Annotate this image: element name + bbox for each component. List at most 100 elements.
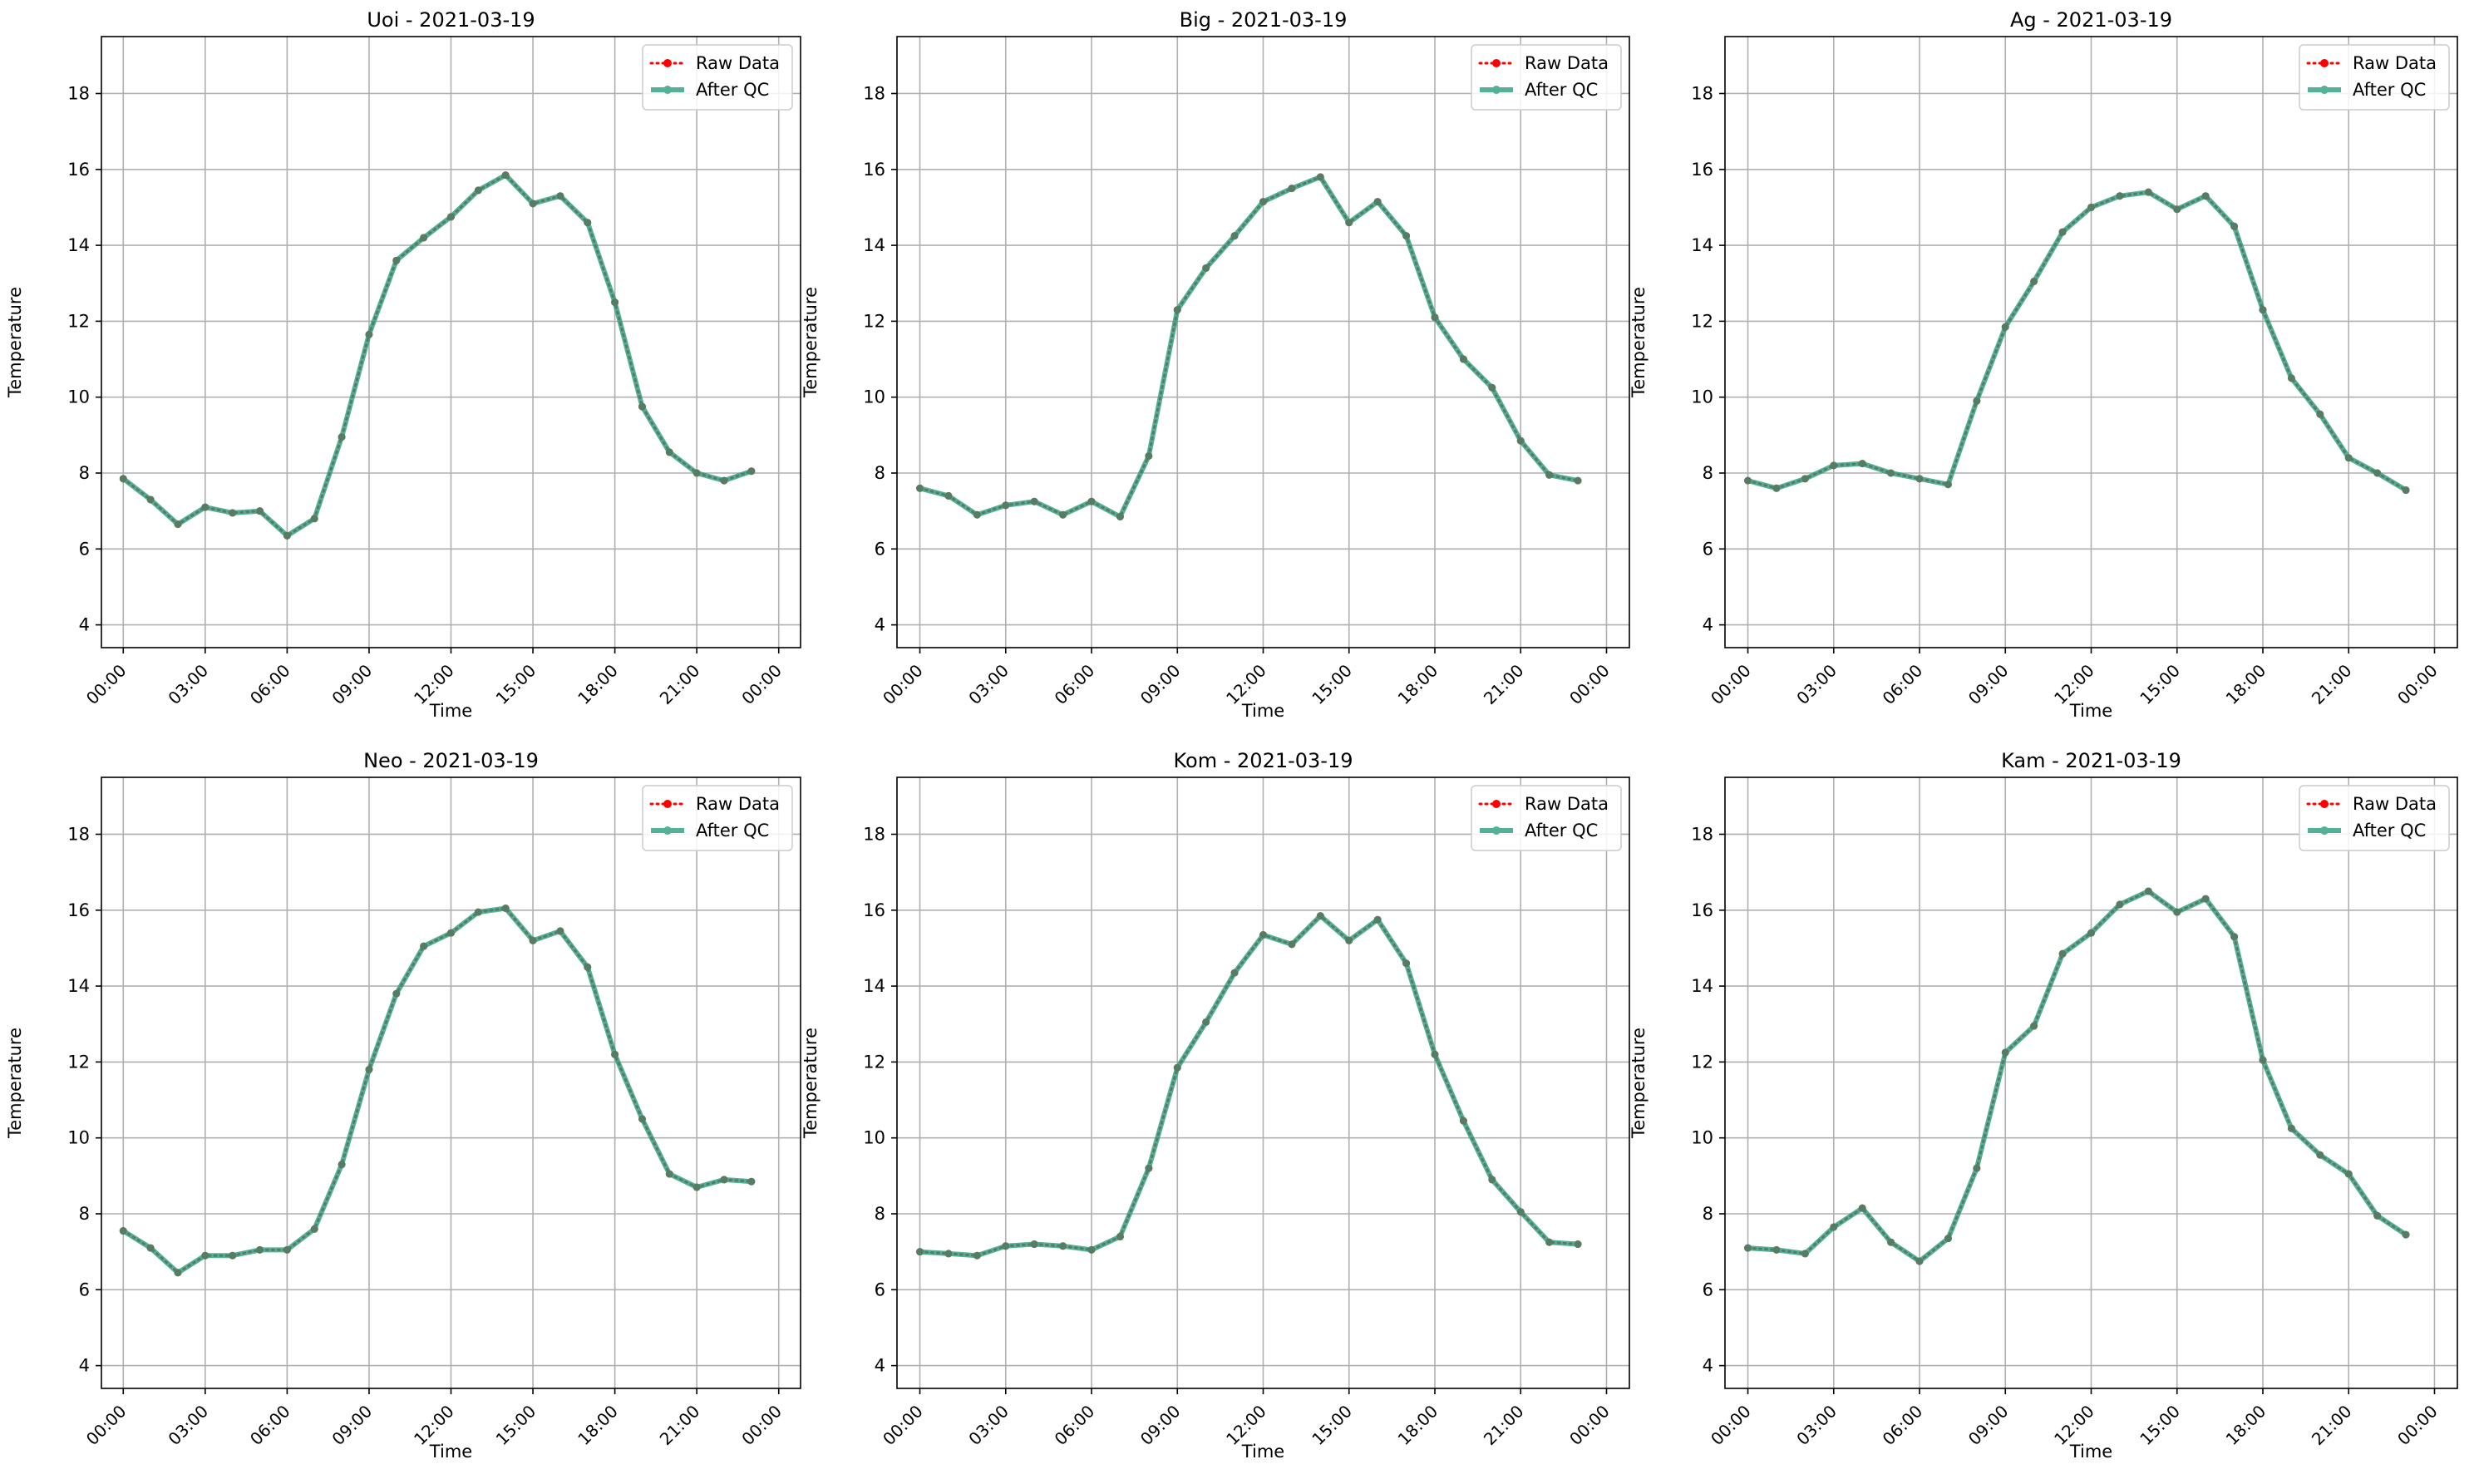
after-qc-point (1973, 397, 1981, 405)
y-tick-label: 6 (1703, 539, 1713, 559)
y-tick-label: 8 (1703, 1204, 1713, 1224)
legend-box (1471, 785, 1622, 851)
legend-label: Raw Data (696, 53, 780, 73)
subplot-3: 00:00 03:00 06:00 09:00 12:00 15:00 18:00 21:00… (1629, 8, 2458, 721)
after-qc-point (501, 905, 510, 912)
y-tick-label: 14 (67, 976, 90, 996)
after-qc-point (2373, 1211, 2382, 1220)
after-qc-point (1488, 383, 1496, 392)
after-qc-point (692, 469, 701, 477)
after-qc-line (121, 905, 752, 1275)
after-qc-point (1145, 451, 1153, 460)
y-tick-label: 4 (875, 1356, 885, 1376)
x-tick-label: 03:00 (164, 660, 212, 708)
after-qc-point (229, 509, 237, 517)
legend: Raw Data After QC (2299, 785, 2450, 851)
after-qc-series (1744, 887, 2410, 1265)
x-tick-label: 00:00 (82, 1401, 131, 1449)
y-tick-label: 4 (79, 1356, 90, 1376)
after-qc-point (474, 186, 482, 195)
after-qc-point (2230, 933, 2239, 941)
after-qc-point (1145, 1164, 1153, 1172)
x-tick-label: 00:00 (1707, 1401, 1755, 1449)
after-qc-line (121, 172, 752, 539)
legend-box (2299, 785, 2450, 851)
after-qc-point (1373, 915, 1382, 924)
x-tick-label: 18:00 (574, 1401, 622, 1449)
after-qc-point (2116, 900, 2124, 909)
after-qc-point (146, 1244, 155, 1252)
after-qc-point (665, 1170, 673, 1178)
after-qc-point (2058, 228, 2067, 236)
legend-label: Raw Data (1525, 53, 1609, 73)
x-tick-label: 15:00 (1308, 660, 1356, 708)
after-qc-point (1431, 313, 1439, 322)
legend-box (1471, 44, 1622, 111)
after-qc-point (1801, 475, 1809, 483)
subplot-6: 00:00 03:00 06:00 09:00 12:00 15:00 18:00 21:00… (1629, 749, 2458, 1462)
legend-qc-swatch (2308, 86, 2341, 94)
after-qc-point (916, 484, 924, 492)
y-tick-label: 14 (67, 235, 90, 255)
after-qc-point (973, 510, 981, 519)
after-qc-line (1747, 889, 2408, 1265)
legend-qc-marker (2320, 86, 2329, 94)
after-qc-series (916, 173, 1582, 520)
y-tick-label: 12 (863, 311, 885, 331)
after-qc-point (1858, 1204, 1866, 1212)
y-axis-label: Temperature (801, 287, 821, 398)
after-qc-point (119, 475, 127, 483)
after-qc-point (2287, 374, 2295, 382)
after-qc-point (2058, 949, 2067, 958)
after-qc-point (229, 1251, 237, 1260)
legend-label: After QC (696, 821, 769, 841)
y-tick-label: 6 (875, 539, 885, 559)
x-tick-label: 00:00 (2393, 660, 2442, 708)
x-tick-label: 03:00 (164, 1401, 212, 1449)
after-qc-point (2259, 1056, 2267, 1064)
y-tick-label: 18 (863, 824, 885, 844)
after-qc-point (1059, 1242, 1067, 1250)
y-tick-label: 8 (79, 1204, 90, 1224)
after-qc-point (501, 171, 510, 180)
after-qc-point (201, 1251, 209, 1260)
legend-box (642, 44, 793, 111)
x-tick-label: 06:00 (1051, 660, 1099, 708)
after-qc-point (420, 234, 428, 242)
after-qc-point (2173, 205, 2181, 214)
legend-qc-marker (2320, 826, 2329, 835)
after-qc-point (747, 1177, 756, 1186)
after-qc-point (2144, 887, 2152, 895)
after-qc-point (338, 433, 346, 441)
raw-data-line (919, 175, 1580, 519)
subplot-title: Uoi - 2021-03-19 (367, 8, 535, 32)
x-tick-label: 15:00 (492, 660, 540, 708)
after-qc-point (665, 448, 673, 456)
after-qc-point (2344, 454, 2353, 462)
x-tick-label: 18:00 (2222, 1401, 2270, 1449)
legend-label: Raw Data (2353, 794, 2437, 814)
axes-frame (101, 777, 801, 1389)
legend-raw-marker (2320, 59, 2329, 67)
y-tick-label: 12 (1691, 1052, 1713, 1072)
y-tick-label: 18 (863, 83, 885, 103)
y-tick-label: 12 (863, 1052, 885, 1072)
after-qc-point (447, 213, 455, 221)
after-qc-point (1173, 306, 1181, 314)
after-qc-series (119, 905, 756, 1277)
after-qc-point (2173, 908, 2181, 916)
after-qc-point (584, 963, 592, 971)
y-tick-label: 14 (863, 976, 885, 996)
x-tick-label: 21:00 (2308, 660, 2356, 708)
x-tick-label: 21:00 (1480, 1401, 1528, 1449)
x-tick-label: 06:00 (1879, 660, 1927, 708)
after-qc-point (1887, 469, 1895, 477)
legend-qc-swatch (1480, 86, 1513, 94)
after-qc-point (1259, 198, 1267, 206)
subplot-title: Kam - 2021-03-19 (2001, 749, 2181, 772)
legend-label: Raw Data (1525, 794, 1609, 814)
after-qc-point (2144, 188, 2152, 196)
legend-raw-marker (663, 800, 672, 808)
x-tick-label: 00:00 (1565, 660, 1614, 708)
